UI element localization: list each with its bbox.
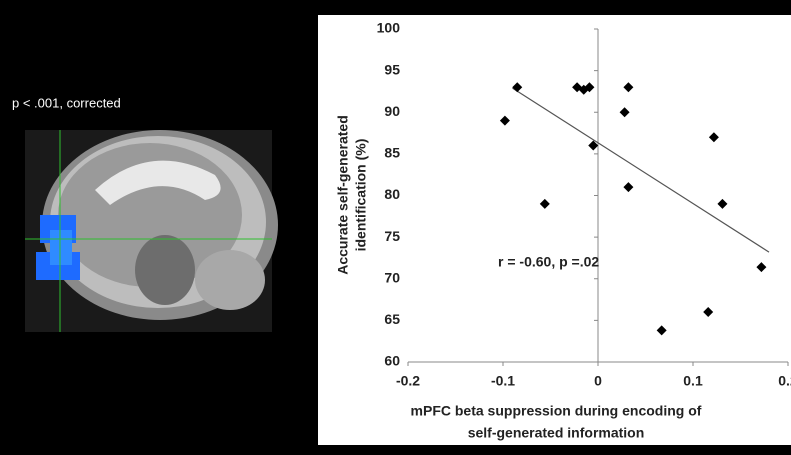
y-tick-label: 90 (384, 103, 400, 119)
image-label: p < .001, corrected (12, 95, 121, 110)
y-axis-label: Accurate self-generated (335, 115, 351, 275)
x-tick-label: -0.2 (396, 373, 420, 389)
x-tick-label: 0 (594, 373, 602, 389)
x-tick-label: 0.2 (778, 373, 791, 389)
y-tick-label: 85 (384, 145, 400, 161)
x-axis-label: self-generated information (468, 425, 645, 441)
x-tick-label: 0.1 (683, 373, 703, 389)
y-tick-label: 80 (384, 186, 400, 202)
annotation: r = -0.60, p =.02 (498, 254, 599, 270)
y-tick-label: 60 (384, 353, 400, 369)
y-axis-label: identification (%) (353, 139, 369, 252)
y-tick-label: 70 (384, 269, 400, 285)
y-tick-label: 95 (384, 61, 400, 77)
y-tick-label: 100 (377, 20, 401, 36)
figure: p < .001, corrected 60 65 70 75 80 85 90 95 100 -… (0, 0, 791, 455)
y-tick-label: 75 (384, 228, 400, 244)
x-axis-label: mPFC beta suppression during encoding of (411, 403, 702, 419)
y-tick-label: 65 (384, 311, 400, 327)
brain-image (25, 130, 278, 332)
x-tick-label: -0.1 (491, 373, 515, 389)
